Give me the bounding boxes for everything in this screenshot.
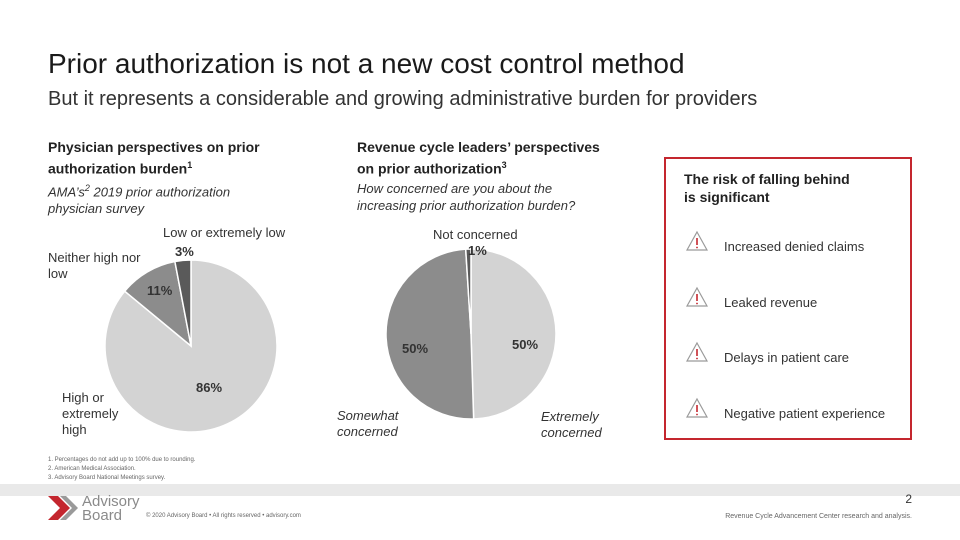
risk-item-label: Leaked revenue xyxy=(724,295,818,310)
pie-slice-somewhat-concerned xyxy=(385,248,475,420)
risk-item-label: Delays in patient care xyxy=(724,350,850,365)
risk-item: Leaked revenue xyxy=(686,286,896,310)
warning-icon xyxy=(686,341,708,362)
pie1-label-neither: Neither high nor low xyxy=(48,250,141,282)
pie2-label-somewhat-line1: Somewhat xyxy=(337,408,399,423)
left-subheading: AMA’s2 2019 prior authorization physicia… xyxy=(48,180,318,217)
warning-icon xyxy=(686,286,708,307)
left-sub-line1-b: 2019 prior authorization xyxy=(89,184,231,200)
left-sub-line1: AMA’s2 2019 prior authorization xyxy=(48,180,318,200)
pie-chart-physician xyxy=(104,259,278,433)
pie1-label-neither-line2: low xyxy=(48,266,68,281)
left-sub-line1-a: AMA’s xyxy=(48,184,85,200)
middle-heading: Revenue cycle leaders’ perspectives on p… xyxy=(357,138,647,178)
footnote: 1. Percentages do not add up to 100% due… xyxy=(48,457,196,463)
pie2-label-somewhat-line2: concerned xyxy=(337,424,398,439)
middle-heading-line2-text: on prior authorization xyxy=(357,160,502,177)
pie1-value-low: 3% xyxy=(175,244,194,259)
middle-subheading: How concerned are you about the increasi… xyxy=(357,180,647,214)
left-heading-line2-text: authorization burden xyxy=(48,160,188,177)
risk-title: The risk of falling behind is significan… xyxy=(684,170,850,206)
pie1-label-high: High or extremely high xyxy=(62,390,118,438)
left-heading-line2: authorization burden1 xyxy=(48,156,318,178)
pie2-label-extremely-line1: Extremely xyxy=(541,409,599,424)
pie1-label-low: Low or extremely low xyxy=(163,225,286,240)
footnotes: 1. Percentages do not add up to 100% due… xyxy=(48,456,195,483)
pie2-label-somewhat: Somewhat concerned xyxy=(337,408,398,440)
pie2-label-extremely: Extremely concerned xyxy=(541,409,602,441)
pie1-label-high-line2: extremely xyxy=(62,406,119,421)
pie2-label-extremely-line2: concerned xyxy=(541,425,602,440)
middle-heading-line1: Revenue cycle leaders’ perspectives xyxy=(357,139,600,155)
pie-slice-low xyxy=(174,259,192,347)
logo-line1: Advisory xyxy=(82,493,140,510)
risk-item: Increased denied claims xyxy=(686,230,896,254)
warning-icon xyxy=(686,397,708,418)
pie2-label-not: Not concerned xyxy=(433,227,518,242)
pie-slice-extremely-concerned xyxy=(470,248,557,420)
pie1-value-neither: 11% xyxy=(147,283,173,298)
page-subtitle: But it represents a considerable and gro… xyxy=(48,88,758,110)
advisory-board-logo-text: Advisory Board xyxy=(82,493,140,524)
page-number: 2 xyxy=(905,492,912,506)
middle-sub-line2: increasing prior authorization burden? xyxy=(357,198,576,213)
warning-icon xyxy=(686,230,708,251)
page-title: Prior authorization is not a new cost co… xyxy=(48,48,685,79)
left-heading: Physician perspectives on prior authoriz… xyxy=(48,138,318,178)
risk-item: Negative patient experience xyxy=(686,397,906,421)
risk-item-label: Increased denied claims xyxy=(724,239,865,254)
pie2-value-extremely: 50% xyxy=(512,337,539,352)
logo-line2: Board xyxy=(82,507,123,524)
risk-title-line1: The risk of falling behind xyxy=(684,171,850,187)
risk-item-label: Negative patient experience xyxy=(724,406,886,421)
risk-item: Delays in patient care xyxy=(686,341,896,365)
pie-slice-high xyxy=(104,259,278,433)
advisory-board-logo-mark xyxy=(48,496,78,520)
source-note: Revenue Cycle Advancement Center researc… xyxy=(725,513,912,520)
pie1-label-high-line1: High or xyxy=(62,390,104,405)
pie2-value-not: 1% xyxy=(468,243,487,258)
left-sub-footnote-ref: 2 xyxy=(84,183,90,193)
footnote: 2. American Medical Association. xyxy=(48,466,136,472)
left-heading-line1: Physician perspectives on prior xyxy=(48,139,260,155)
pie1-label-high-line3: high xyxy=(62,422,87,437)
footnote: 3. Advisory Board National Meetings surv… xyxy=(48,475,166,481)
copyright: © 2020 Advisory Board • All rights reser… xyxy=(146,513,301,519)
footer-band xyxy=(0,484,960,496)
pie2-value-somewhat: 50% xyxy=(402,341,429,356)
left-sub-line2: physician survey xyxy=(48,201,145,217)
risk-callout-box xyxy=(664,157,912,440)
pie1-label-neither-line1: Neither high nor xyxy=(48,250,141,265)
middle-heading-footnote-ref: 3 xyxy=(501,160,507,170)
middle-heading-line2: on prior authorization3 xyxy=(357,156,647,178)
risk-title-line2: is significant xyxy=(684,189,770,205)
pie-slice-not-concerned xyxy=(464,248,472,335)
pie1-value-high: 86% xyxy=(196,380,223,395)
left-heading-footnote-ref: 1 xyxy=(187,160,193,170)
pie-chart-revenue-cycle xyxy=(385,248,557,420)
middle-sub-line1: How concerned are you about the xyxy=(357,181,553,196)
